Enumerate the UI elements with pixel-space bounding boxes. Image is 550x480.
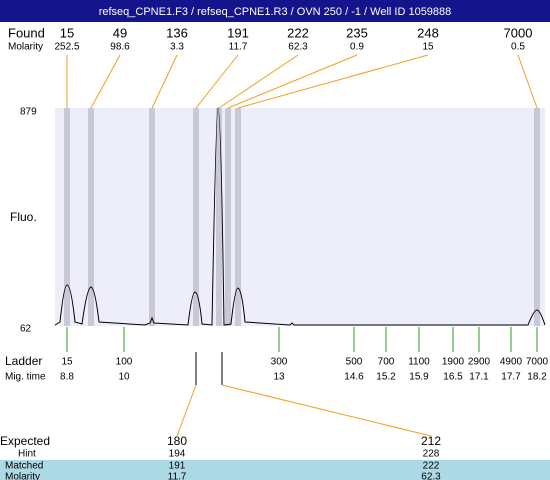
ladder-time: 17.1	[469, 372, 489, 383]
ladder-time: 10	[118, 372, 130, 383]
ladder-time: 13	[273, 372, 285, 383]
found-molarity: 98.6	[110, 42, 130, 53]
peak-connector	[90, 54, 121, 109]
found-size: 191	[227, 25, 249, 40]
peak-connector	[237, 54, 429, 109]
ladder-time: 18.2	[527, 372, 547, 383]
ladder-size: 4900	[500, 357, 523, 368]
ladder-time: 14.6	[344, 372, 364, 383]
found-size: 49	[113, 25, 127, 40]
matched-size: 222	[423, 461, 440, 472]
mig-time-label: Mig. time	[5, 372, 46, 383]
peak-band	[149, 108, 155, 326]
ladder-time: 17.7	[501, 372, 521, 383]
ladder-size: 300	[271, 357, 288, 368]
found-size: 136	[166, 25, 188, 40]
found-molarity: 11.7	[229, 42, 248, 53]
ladder-size: 500	[346, 357, 363, 368]
found-molarity: 0.5	[511, 42, 525, 53]
y-min-label: 62	[20, 324, 32, 335]
y-axis-label: Fluo.	[10, 210, 37, 224]
matched-size: 191	[169, 461, 186, 472]
peak-connector	[195, 54, 239, 109]
expected-size: 180	[167, 434, 187, 448]
found-molarity: 3.3	[170, 42, 184, 53]
peak-connector	[227, 54, 358, 109]
found-size: 248	[417, 25, 439, 40]
peak-band	[534, 108, 540, 326]
peak-band	[64, 108, 70, 326]
ladder-time: 15.9	[409, 372, 429, 383]
ladder-size: 700	[378, 357, 395, 368]
peak-band	[88, 108, 94, 326]
title-bar	[0, 0, 550, 22]
ladder-time: 15.2	[376, 372, 396, 383]
molarity-label: Molarity	[8, 42, 43, 53]
found-size: 15	[60, 25, 74, 40]
found-size: 222	[287, 25, 309, 40]
expected-connector	[176, 384, 197, 437]
found-molarity: 15	[422, 42, 434, 53]
found-molarity: 62.3	[288, 42, 308, 53]
peak-connector	[517, 54, 538, 109]
hint-size: 228	[423, 449, 440, 460]
plot-area	[55, 108, 545, 326]
y-max-label: 879	[20, 107, 37, 118]
expected-size: 212	[421, 434, 441, 448]
expected-molarity-label: Molarity	[5, 472, 40, 480]
peak-band	[235, 108, 241, 326]
ladder-size: 1100	[408, 357, 430, 368]
hint-label: Hint	[18, 449, 36, 460]
ladder-time: 8.8	[60, 372, 74, 383]
ladder-size: 100	[116, 357, 133, 368]
title: refseq_CPNE1.F3 / refseq_CPNE1.R3 / OVN …	[99, 6, 452, 18]
found-label: Found	[8, 25, 45, 40]
expected-connector	[221, 384, 432, 437]
ladder-time: 16.5	[443, 372, 463, 383]
found-molarity: 252.5	[54, 42, 79, 53]
hint-size: 194	[169, 449, 186, 460]
matched-highlight	[55, 460, 550, 480]
peak-band	[193, 108, 199, 326]
matched-molarity: 11.7	[168, 472, 187, 480]
ladder-size: 2900	[468, 357, 491, 368]
peak-connector	[151, 54, 178, 109]
found-size: 7000	[504, 25, 533, 40]
peak-connector	[218, 54, 299, 109]
found-size: 235	[346, 25, 368, 40]
ladder-size: 7000	[526, 357, 549, 368]
ladder-label: Ladder	[5, 354, 42, 368]
trace	[54, 107, 546, 326]
peak-band	[216, 108, 222, 326]
ladder-size: 1900	[442, 357, 465, 368]
expected-label: Expected	[0, 434, 50, 448]
matched-highlight	[0, 460, 55, 480]
matched-label: Matched	[5, 461, 43, 472]
found-molarity: 0.9	[350, 42, 364, 53]
matched-molarity: 62.3	[421, 472, 441, 480]
peak-band	[225, 108, 231, 326]
ladder-size: 15	[61, 357, 73, 368]
